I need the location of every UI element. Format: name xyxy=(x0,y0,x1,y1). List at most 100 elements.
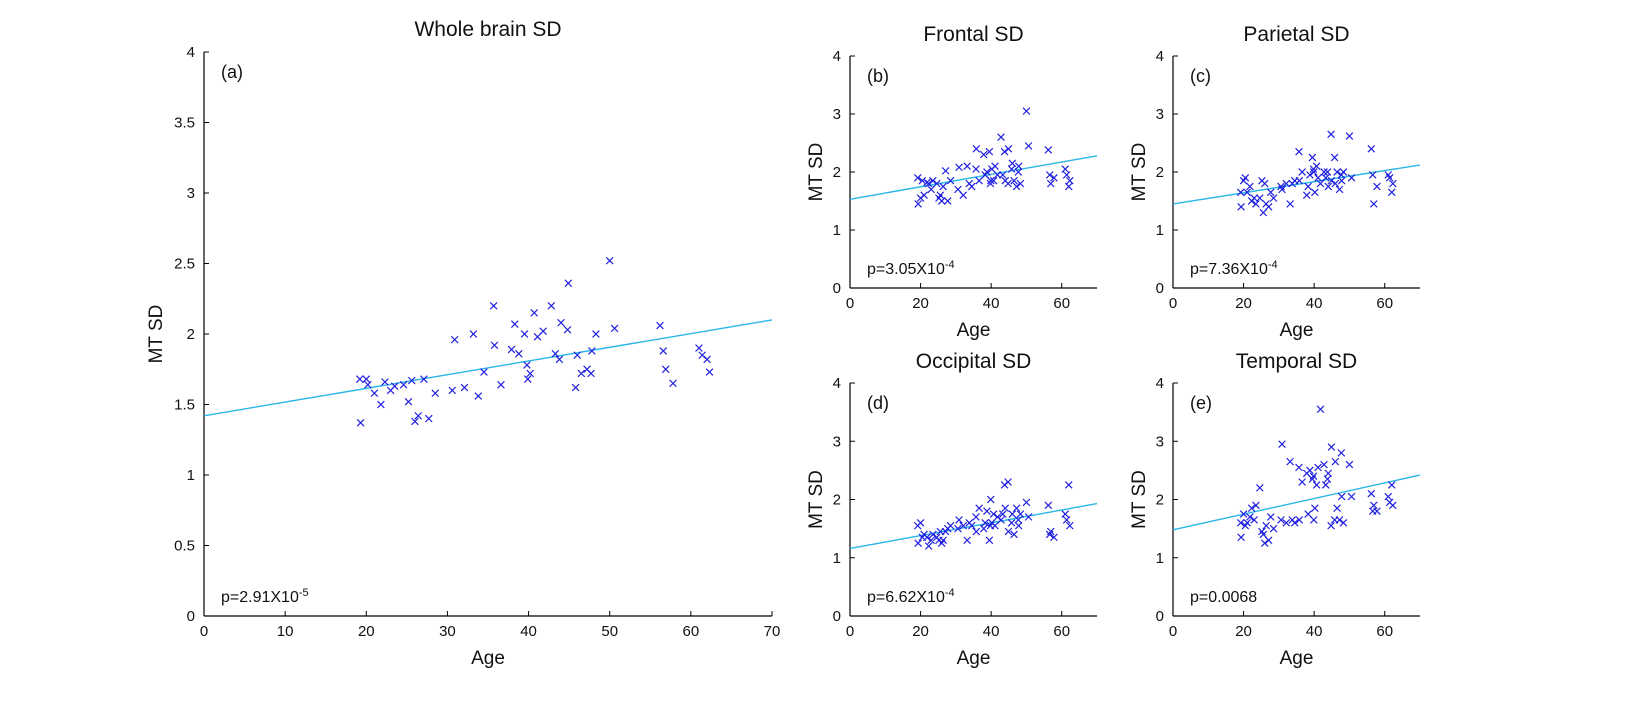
data-point xyxy=(1309,168,1318,176)
data-point xyxy=(1295,516,1304,524)
data-point xyxy=(1239,510,1248,518)
data-point xyxy=(955,516,963,524)
y-tick-label: 3 xyxy=(833,433,841,450)
data-point xyxy=(1302,191,1311,200)
data-point xyxy=(1345,460,1354,469)
data-point xyxy=(1045,171,1054,179)
panel-title: Whole brain SD xyxy=(414,18,561,41)
data-point xyxy=(1264,536,1273,545)
data-point xyxy=(362,375,371,383)
x-tick-label: 60 xyxy=(1053,623,1070,640)
y-tick-label: 2 xyxy=(833,164,841,181)
data-point xyxy=(1387,188,1396,197)
x-tick-label: 30 xyxy=(439,623,456,640)
data-point xyxy=(927,536,935,545)
data-point xyxy=(705,368,714,376)
data-point xyxy=(929,176,937,185)
data-point xyxy=(661,365,670,374)
data-point xyxy=(414,411,423,420)
data-point xyxy=(943,197,952,205)
data-point xyxy=(526,369,535,378)
data-point xyxy=(954,524,962,533)
data-point xyxy=(1278,440,1286,448)
data-point xyxy=(563,325,572,334)
data-point xyxy=(474,392,483,400)
panel-e: 0 20 40 60 0 1 2 3 4 Temporal SD Age MT SD (e) p=0.00… xyxy=(1129,350,1421,669)
data-point xyxy=(1262,521,1270,530)
data-point xyxy=(1369,501,1378,510)
data-point xyxy=(1266,513,1275,521)
data-point xyxy=(946,176,955,185)
data-point xyxy=(1295,176,1304,185)
data-point xyxy=(1306,466,1314,475)
data-point xyxy=(997,133,1005,142)
data-point xyxy=(1389,179,1397,188)
data-point xyxy=(1333,168,1341,176)
y-tick-label: 0.5 xyxy=(174,538,195,555)
data-point xyxy=(986,495,995,504)
data-point xyxy=(989,176,998,185)
data-point xyxy=(1298,478,1306,486)
data-point xyxy=(1321,481,1330,489)
data-point xyxy=(469,330,478,338)
data-point xyxy=(941,167,950,175)
data-point xyxy=(1266,188,1275,197)
data-point xyxy=(916,518,925,527)
data-point xyxy=(972,527,981,536)
data-point xyxy=(1012,182,1021,191)
data-point xyxy=(1304,182,1312,191)
data-point xyxy=(1014,521,1023,530)
y-tick-label: 3 xyxy=(187,185,195,202)
data-point xyxy=(1337,176,1346,185)
p-value-base: p=2.91X10 xyxy=(221,589,299,606)
data-point xyxy=(1309,472,1318,481)
data-point xyxy=(986,176,995,185)
x-tick-label: 0 xyxy=(846,295,854,312)
data-point xyxy=(555,355,564,364)
data-point xyxy=(985,147,994,156)
data-point xyxy=(1282,518,1291,527)
data-point xyxy=(1335,185,1344,194)
data-point xyxy=(420,375,428,383)
y-tick-label: 1 xyxy=(1156,222,1164,239)
data-point xyxy=(1385,173,1394,182)
y-axis-label: MT SD xyxy=(806,143,827,202)
data-point xyxy=(1246,182,1254,191)
data-point xyxy=(1314,173,1322,182)
data-point xyxy=(985,536,994,545)
data-point xyxy=(1311,504,1319,513)
data-point xyxy=(1061,165,1070,173)
data-point xyxy=(1255,484,1264,492)
data-point xyxy=(1260,179,1269,188)
y-tick-label: 2 xyxy=(187,326,195,343)
x-tick-label: 20 xyxy=(358,623,375,640)
data-point xyxy=(989,510,998,518)
y-tick-label: 0 xyxy=(1156,608,1164,625)
p-value-base: p=3.05X10 xyxy=(867,261,945,278)
data-point xyxy=(914,200,922,208)
y-tick-label: 3 xyxy=(1156,106,1164,123)
data-point xyxy=(939,536,947,545)
data-point xyxy=(1004,144,1013,153)
data-point xyxy=(523,375,532,383)
x-tick-label: 40 xyxy=(1306,295,1323,312)
panel-title: Parietal SD xyxy=(1243,23,1349,46)
data-point xyxy=(1247,504,1256,513)
data-point xyxy=(370,389,379,398)
data-point xyxy=(571,383,580,392)
data-point xyxy=(959,191,968,200)
x-tick-label: 40 xyxy=(983,623,1000,640)
data-point xyxy=(1004,478,1012,486)
data-point xyxy=(1320,460,1328,469)
x-axis-label: Age xyxy=(957,320,991,341)
data-point xyxy=(588,347,596,355)
data-point xyxy=(424,414,433,423)
data-point xyxy=(1278,185,1286,194)
data-point xyxy=(1324,182,1333,191)
data-point xyxy=(998,171,1007,179)
data-point xyxy=(656,321,664,330)
data-point xyxy=(1237,202,1245,211)
data-point xyxy=(920,191,928,200)
data-point xyxy=(1312,162,1321,171)
